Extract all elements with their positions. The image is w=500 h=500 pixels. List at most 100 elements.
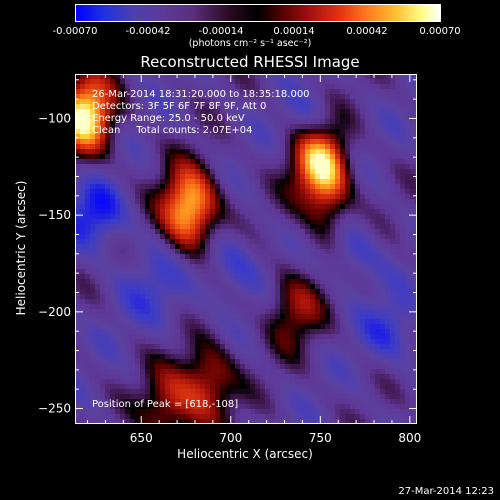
heatmap-cell xyxy=(155,239,161,245)
heatmap-cell xyxy=(410,159,416,165)
heatmap-cell xyxy=(345,289,351,295)
heatmap-cell xyxy=(215,349,221,355)
heatmap-cell xyxy=(255,299,261,305)
heatmap-cell xyxy=(130,74,136,80)
heatmap-cell xyxy=(130,304,136,310)
heatmap-cell xyxy=(105,419,111,424)
heatmap-cell xyxy=(395,89,401,95)
heatmap-cell xyxy=(270,159,276,165)
heatmap-cell xyxy=(280,149,286,155)
heatmap-cell xyxy=(375,99,381,105)
heatmap-cell xyxy=(295,244,301,250)
heatmap-cell xyxy=(330,119,336,125)
heatmap-cell xyxy=(410,284,416,290)
heatmap-cell xyxy=(110,284,116,290)
heatmap-cell xyxy=(180,234,186,240)
heatmap-cell xyxy=(140,284,146,290)
heatmap-cell xyxy=(270,114,276,120)
heatmap-cell xyxy=(155,119,161,125)
heatmap-cell xyxy=(405,79,411,85)
heatmap-cell xyxy=(80,369,86,375)
heatmap-cell xyxy=(350,284,356,290)
heatmap-cell xyxy=(250,129,256,135)
heatmap-cell xyxy=(245,194,251,200)
heatmap-cell xyxy=(410,109,416,115)
heatmap-cell xyxy=(100,209,106,215)
heatmap-cell xyxy=(90,209,96,215)
heatmap-cell xyxy=(315,324,321,330)
heatmap-cell xyxy=(95,279,101,285)
heatmap-cell xyxy=(275,389,281,395)
heatmap-cell xyxy=(245,344,251,350)
heatmap-cell xyxy=(365,294,371,300)
heatmap-cell xyxy=(265,74,271,80)
heatmap-cell xyxy=(215,79,221,85)
heatmap-cell xyxy=(270,189,276,195)
heatmap-cell xyxy=(210,234,216,240)
heatmap-cell xyxy=(85,199,91,205)
heatmap-cell xyxy=(375,229,381,235)
heatmap-cell xyxy=(240,79,246,85)
heatmap-cell xyxy=(195,349,201,355)
heatmap-cell xyxy=(230,204,236,210)
heatmap-cell xyxy=(290,234,296,240)
heatmap-cell xyxy=(90,399,96,405)
heatmap-cell xyxy=(190,84,196,90)
heatmap-cell xyxy=(275,74,281,80)
heatmap-cell xyxy=(150,364,156,370)
heatmap-cell xyxy=(395,344,401,350)
heatmap-cell xyxy=(85,264,91,270)
heatmap-cell xyxy=(220,344,226,350)
heatmap-cell xyxy=(325,74,331,80)
heatmap-cell xyxy=(235,144,241,150)
heatmap-cell xyxy=(175,364,181,370)
heatmap-cell xyxy=(320,369,326,375)
heatmap-cell xyxy=(365,314,371,320)
heatmap-cell xyxy=(175,299,181,305)
heatmap-cell xyxy=(155,179,161,185)
heatmap-cell xyxy=(215,379,221,385)
heatmap-cell xyxy=(150,109,156,115)
heatmap-cell xyxy=(325,294,331,300)
heatmap-cell xyxy=(400,389,406,395)
heatmap-cell xyxy=(155,284,161,290)
heatmap-cell xyxy=(395,149,401,155)
heatmap-cell xyxy=(110,344,116,350)
heatmap-cell xyxy=(270,419,276,424)
heatmap-cell xyxy=(85,224,91,230)
heatmap-cell xyxy=(300,334,306,340)
heatmap-cell xyxy=(320,344,326,350)
heatmap-cell xyxy=(175,279,181,285)
heatmap-cell xyxy=(325,264,331,270)
heatmap-cell xyxy=(220,214,226,220)
heatmap-cell xyxy=(305,209,311,215)
heatmap-cell xyxy=(390,309,396,315)
heatmap-cell xyxy=(250,414,256,420)
heatmap-cell xyxy=(275,394,281,400)
heatmap-cell xyxy=(320,299,326,305)
heatmap-cell xyxy=(285,209,291,215)
heatmap-cell xyxy=(290,214,296,220)
heatmap-cell xyxy=(335,379,341,385)
heatmap-cell xyxy=(260,274,266,280)
heatmap-cell xyxy=(90,229,96,235)
heatmap-cell xyxy=(335,414,341,420)
heatmap-cell xyxy=(405,149,411,155)
heatmap-cell xyxy=(345,159,351,165)
heatmap-cell xyxy=(285,314,291,320)
heatmap-cell xyxy=(170,369,176,375)
heatmap-cell xyxy=(95,254,101,260)
heatmap-cell xyxy=(330,259,336,265)
heatmap-cell xyxy=(300,154,306,160)
heatmap-cell xyxy=(80,134,86,140)
heatmap-cell xyxy=(350,89,356,95)
heatmap-cell xyxy=(285,149,291,155)
heatmap-cell xyxy=(265,134,271,140)
heatmap-cell xyxy=(175,144,181,150)
heatmap-cell xyxy=(140,319,146,325)
heatmap-cell xyxy=(110,374,116,380)
heatmap-cell xyxy=(125,114,131,120)
heatmap-cell xyxy=(210,184,216,190)
heatmap-cell xyxy=(190,349,196,355)
heatmap-cell xyxy=(370,239,376,245)
